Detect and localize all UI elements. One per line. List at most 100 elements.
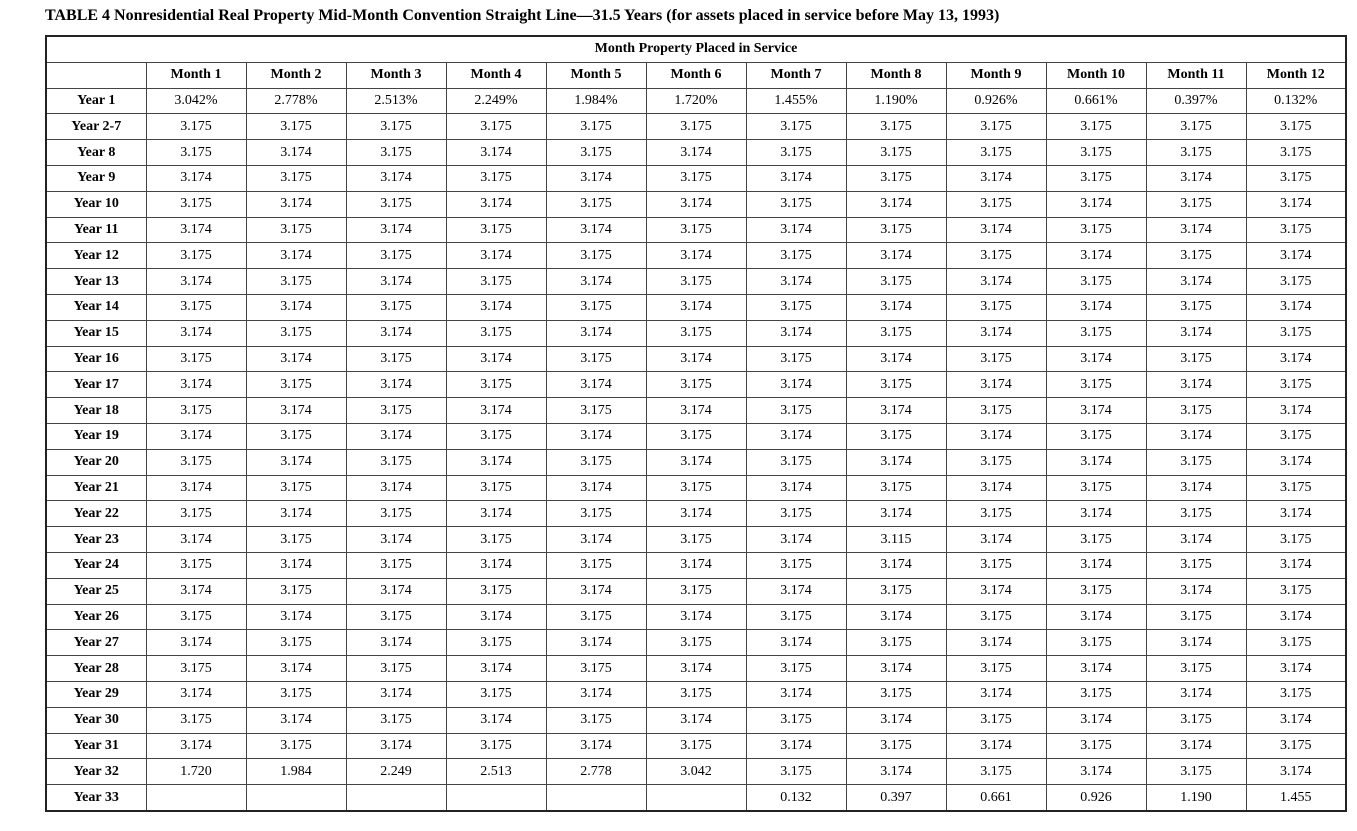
table-cell: 3.174 <box>1045 345 1147 373</box>
table-row: Year 9 3.174 3.175 3.174 3.175 3.174 3.175 3.17… <box>45 164 1347 192</box>
table-cell: 3.174 <box>745 216 847 244</box>
table-cell: 3.174 <box>1245 500 1347 528</box>
table-cell: 3.175 <box>1245 680 1347 708</box>
table-cell: 3.174 <box>545 732 647 760</box>
table-cell: 3.174 <box>245 242 347 270</box>
table-cell: 3.174 <box>1045 603 1147 631</box>
table-cell: 3.174 <box>845 293 947 321</box>
table-cell: 3.175 <box>745 293 847 321</box>
table-cell: 3.174 <box>445 603 547 631</box>
table-cell: 2.249% <box>445 87 547 115</box>
table-cell: 3.175 <box>345 139 447 166</box>
table-cell: 3.174 <box>1245 397 1347 424</box>
table-cell: 3.174 <box>445 293 547 321</box>
table-cell: 3.175 <box>145 190 247 218</box>
table-cell: 3.174 <box>245 397 347 424</box>
table-cell: 3.175 <box>1145 113 1247 141</box>
table-cell: 3.175 <box>1245 268 1347 295</box>
table-cell: 3.174 <box>545 422 647 450</box>
table-cell: 3.174 <box>545 629 647 657</box>
column-header: Month 6 <box>645 61 747 89</box>
table-cell: 3.175 <box>945 190 1047 218</box>
row-label: Year 14 <box>45 293 147 321</box>
table-cell: 3.174 <box>445 345 547 373</box>
table-cell: 3.175 <box>245 474 347 502</box>
table-cell: 3.174 <box>645 603 747 631</box>
table-cell: 3.115 <box>845 526 947 553</box>
table-cell <box>245 784 347 812</box>
table-cell: 3.175 <box>1145 706 1247 734</box>
table-row: Year 29 3.174 3.175 3.174 3.175 3.174 3.175 3.1… <box>45 680 1347 708</box>
table-cell: 3.174 <box>545 474 647 502</box>
table-cell: 3.174 <box>1145 629 1247 657</box>
table-cell: 3.174 <box>745 319 847 347</box>
table-cell: 3.174 <box>645 655 747 682</box>
row-label: Year 31 <box>45 732 147 760</box>
row-label: Year 33 <box>45 784 147 812</box>
table-cell: 3.174 <box>1045 190 1147 218</box>
table-cell: 3.175 <box>845 474 947 502</box>
table-cell: 3.175 <box>745 448 847 476</box>
table-cell: 3.174 <box>145 371 247 399</box>
table-cell: 3.175 <box>645 526 747 553</box>
table-cell: 3.175 <box>145 397 247 424</box>
table-cell: 3.175 <box>745 500 847 528</box>
table-cell: 3.174 <box>1145 526 1247 553</box>
table-cell: 3.174 <box>345 164 447 192</box>
table-cell: 1.190 <box>1145 784 1247 812</box>
table-cell: 3.175 <box>1145 242 1247 270</box>
table-row: Year 10 3.175 3.174 3.175 3.174 3.175 3.174 3.1… <box>45 190 1347 218</box>
table-row: Year 27 3.174 3.175 3.174 3.175 3.174 3.175 3.1… <box>45 629 1347 657</box>
table-cell: 3.175 <box>645 422 747 450</box>
table-cell: 3.175 <box>1245 319 1347 347</box>
table-cell: 0.661% <box>1045 87 1147 115</box>
table-cell: 3.174 <box>645 345 747 373</box>
table-cell: 3.174 <box>645 139 747 166</box>
row-label: Year 32 <box>45 758 147 786</box>
table-cell: 3.175 <box>345 190 447 218</box>
table-cell: 3.174 <box>745 577 847 605</box>
table-body: Year 1 3.042% 2.778% 2.513% 2.249% 1.984% 1.72… <box>45 87 1347 812</box>
table-cell: 3.174 <box>245 706 347 734</box>
table-cell: 3.174 <box>1245 293 1347 321</box>
table-cell: 3.174 <box>1245 758 1347 786</box>
row-label: Year 23 <box>45 526 147 553</box>
table-cell: 3.175 <box>345 655 447 682</box>
table-row: Year 11 3.174 3.175 3.174 3.175 3.174 3.175 3.1… <box>45 216 1347 244</box>
table-cell: 3.175 <box>945 345 1047 373</box>
table-cell: 3.174 <box>645 190 747 218</box>
table-cell: 3.175 <box>845 268 947 295</box>
table-cell: 3.175 <box>445 319 547 347</box>
table-cell: 3.174 <box>745 680 847 708</box>
table-row: Year 23 3.174 3.175 3.174 3.175 3.174 3.175 3.1… <box>45 526 1347 553</box>
table-cell: 3.175 <box>1045 732 1147 760</box>
column-header: Month 8 <box>845 61 947 89</box>
table-cell: 3.174 <box>445 706 547 734</box>
table-cell: 3.174 <box>745 629 847 657</box>
table-cell: 1.984 <box>245 758 347 786</box>
table-row: Year 12 3.175 3.174 3.175 3.174 3.175 3.174 3.1… <box>45 242 1347 270</box>
table-cell: 3.175 <box>545 242 647 270</box>
table-cell: 3.174 <box>1145 164 1247 192</box>
table-cell: 3.175 <box>1145 758 1247 786</box>
table-cell: 3.174 <box>1245 603 1347 631</box>
table-cell: 3.174 <box>1145 422 1247 450</box>
table-cell: 3.175 <box>1045 371 1147 399</box>
table-cell: 3.175 <box>445 680 547 708</box>
table-cell: 3.175 <box>1245 474 1347 502</box>
table-cell: 3.175 <box>945 758 1047 786</box>
table-cell: 3.175 <box>1245 139 1347 166</box>
table-cell <box>345 784 447 812</box>
table-cell: 3.175 <box>945 397 1047 424</box>
table-row: Year 2-7 3.175 3.175 3.175 3.175 3.175 3.175 3.… <box>45 113 1347 141</box>
table-cell: 3.042 <box>645 758 747 786</box>
table-cell: 3.175 <box>245 113 347 141</box>
table-row: Year 19 3.174 3.175 3.174 3.175 3.174 3.175 3.1… <box>45 422 1347 450</box>
table-cell: 3.174 <box>445 190 547 218</box>
table-cell: 3.174 <box>345 422 447 450</box>
table-cell <box>545 784 647 812</box>
row-label: Year 9 <box>45 164 147 192</box>
table-cell: 1.720 <box>145 758 247 786</box>
table-cell: 0.397 <box>845 784 947 812</box>
table-cell: 3.175 <box>145 551 247 579</box>
